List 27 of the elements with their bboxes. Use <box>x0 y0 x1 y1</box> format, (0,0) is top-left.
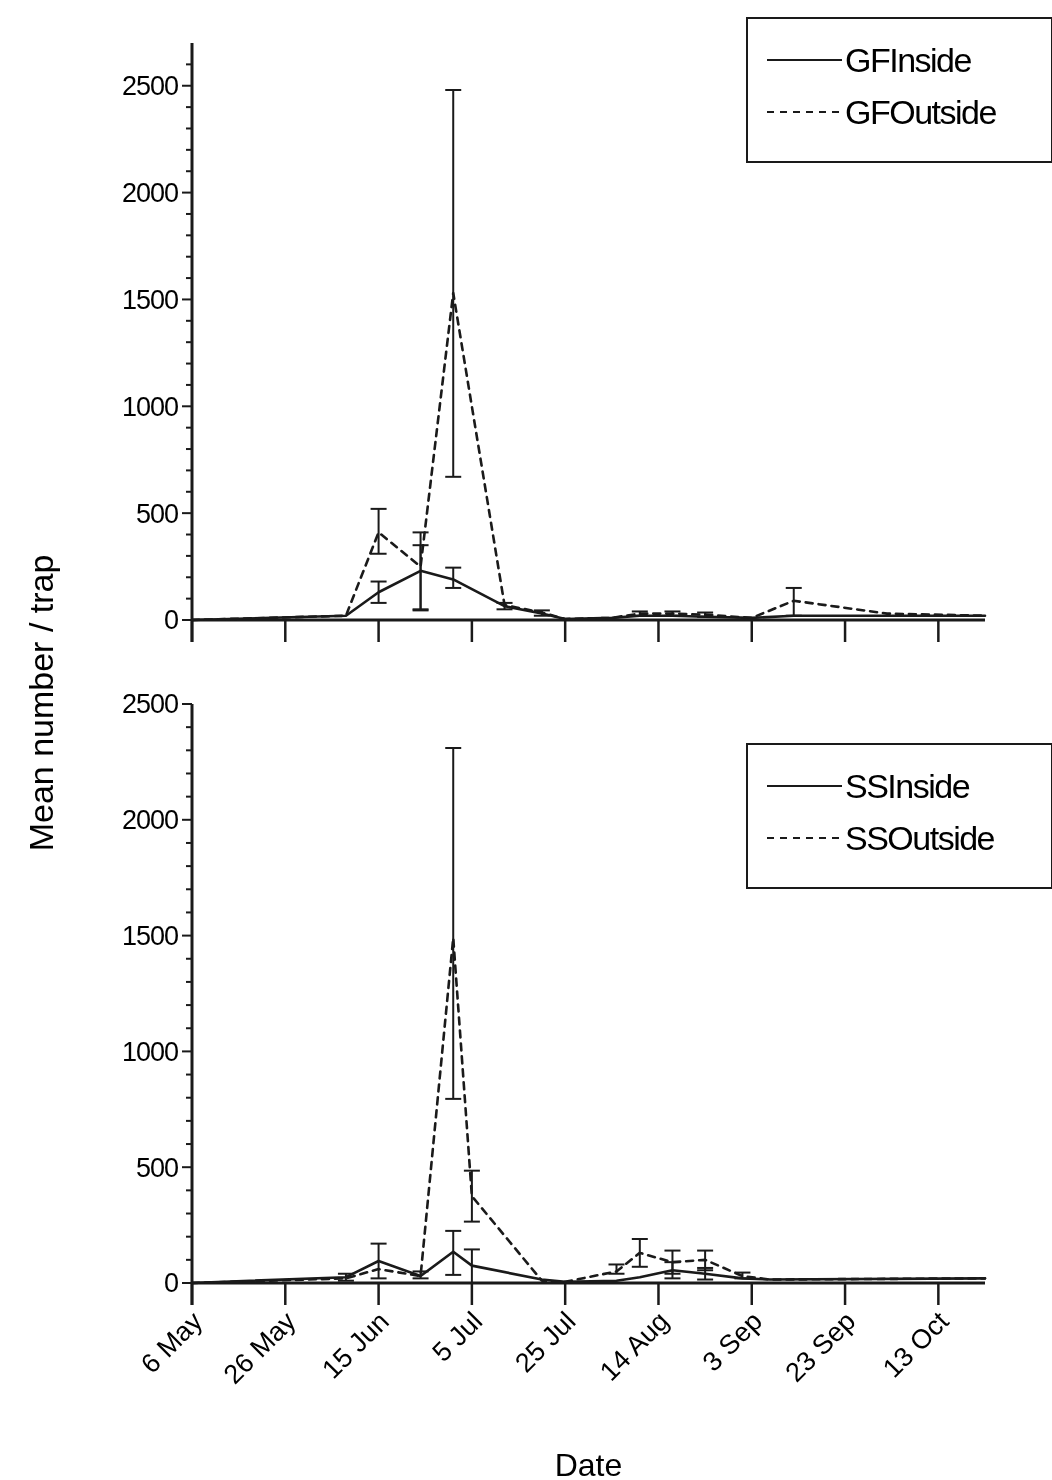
x-tick-label: 5 Jul <box>426 1306 489 1368</box>
y-tick-label: 1000 <box>121 1036 178 1067</box>
legend-label: SSOutside <box>845 818 995 857</box>
x-tick-label: 15 Jun <box>316 1306 395 1385</box>
y-axis-title: Mean number / trap <box>22 554 60 852</box>
legend-label: GFInside <box>845 40 972 79</box>
legend-label: GFOutside <box>845 92 997 131</box>
y-tick-label: 2500 <box>121 71 178 102</box>
x-tick-label: 6 May <box>135 1305 209 1380</box>
x-tick-label: 23 Sep <box>779 1306 862 1388</box>
x-axis-title: Date <box>554 1447 623 1480</box>
y-tick-label: 2000 <box>121 805 178 836</box>
x-tick-label: 3 Sep <box>696 1306 769 1378</box>
y-tick-label: 500 <box>135 498 178 529</box>
y-tick-label: 0 <box>163 1268 178 1299</box>
y-tick-label: 2500 <box>121 689 178 720</box>
y-tick-label: 2000 <box>121 178 178 209</box>
y-tick-label: 500 <box>135 1152 178 1183</box>
y-tick-label: 1000 <box>121 391 178 422</box>
y-tick-label: 1500 <box>121 284 178 315</box>
y-tick-label: 0 <box>163 605 178 636</box>
x-tick-label: 14 Aug <box>594 1306 675 1387</box>
x-tick-label: 26 May <box>217 1305 302 1390</box>
legend-label: SSInside <box>845 766 970 805</box>
x-tick-label: 13 Oct <box>877 1305 955 1384</box>
x-tick-label: 25 Jul <box>509 1306 582 1379</box>
y-tick-label: 1500 <box>121 921 178 952</box>
